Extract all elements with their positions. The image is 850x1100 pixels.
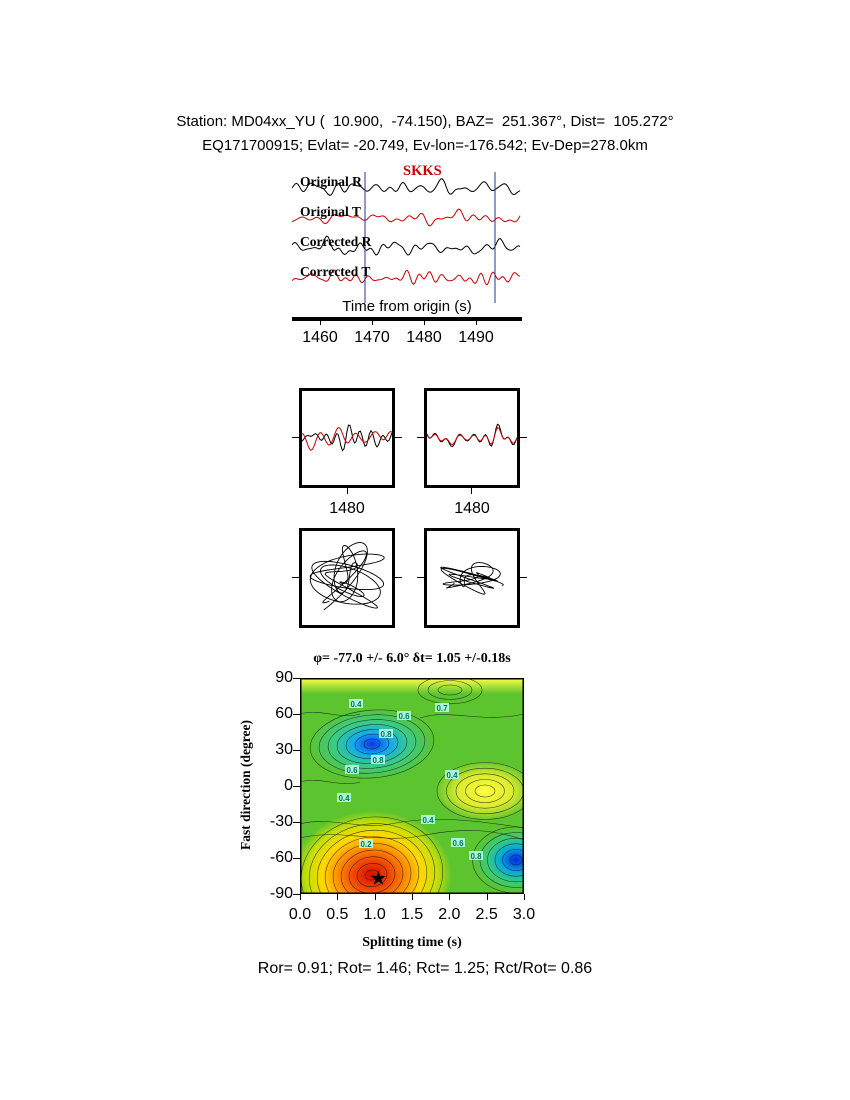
phase-label-skks: SKKS (403, 163, 442, 179)
particle-motion-corrected-curve (440, 562, 504, 595)
svg-text:0.6: 0.6 (398, 712, 410, 721)
y-tick-mark (293, 785, 300, 787)
fast-direction-tick-label: 60 (275, 705, 293, 722)
splitting-result-title: φ= -77.0 +/- 6.0° δt= 1.05 +/-0.18s (313, 651, 511, 666)
pm-left-side-tick (292, 577, 299, 578)
hodogram-path (440, 562, 504, 595)
quality-metrics-text: Ror= 0.91; Rot= 1.46; Rct= 1.25; Rct/Rot… (257, 960, 593, 977)
time-tick-mark (476, 321, 477, 325)
y-tick-mark (293, 893, 300, 895)
y-tick-mark (293, 713, 300, 715)
splitting-time-tick-label: 1.0 (363, 906, 386, 923)
time-tick-label: 1460 (302, 329, 338, 346)
svg-text:0.4: 0.4 (422, 816, 434, 825)
particle-motion-box-original (299, 528, 395, 628)
trace-label-original-t: Original T (300, 204, 361, 219)
misfit-surface-plot: 0.4 0.6 0.8 0.6 0.8 0.4 0.4 0.4 0.2 0.6 0.8 0.7 (300, 678, 524, 894)
svg-text:0.8: 0.8 (470, 852, 482, 861)
particle-motion-original-curve (309, 542, 385, 611)
x-tick-mark (486, 894, 488, 900)
seismogram-trace (292, 269, 521, 286)
zoom-right-side-tick (417, 437, 424, 438)
event-header: EQ171700915; Evlat= -20.749, Ev-lon=-176… (202, 137, 648, 154)
x-tick-mark (337, 894, 339, 900)
x-tick-mark (411, 894, 413, 900)
fast-direction-tick-label: -90 (269, 885, 293, 902)
seismogram-trace (292, 208, 521, 227)
x-tick-mark (300, 894, 301, 900)
time-tick-label: 1480 (406, 329, 442, 346)
trace-label-original-r: Original R (300, 174, 362, 189)
time-tick-mark (372, 321, 373, 325)
zoom-left-side-tick (292, 437, 299, 438)
splitting-time-tick-label: 1.5 (400, 906, 424, 923)
waveform-panel (292, 172, 521, 303)
splitting-time-tick-label: 3.0 (512, 906, 536, 923)
time-tick-label: 1490 (458, 329, 494, 346)
zoom-waveform-box-left (299, 388, 395, 488)
time-axis-bar (292, 317, 522, 321)
pm-right-side-tick (520, 577, 527, 578)
best-fit-star (370, 870, 386, 885)
svg-text:0.4: 0.4 (350, 700, 362, 709)
splitting-time-tick-label: 0.5 (326, 906, 349, 923)
time-tick-mark (424, 321, 425, 325)
svg-text:0.8: 0.8 (372, 756, 384, 765)
fast-direction-tick-label: -60 (269, 849, 293, 866)
x-tick-mark (449, 894, 451, 900)
particle-motion-box-corrected (424, 528, 520, 628)
zoom-left-side-tick (395, 437, 402, 438)
svg-text:0.6: 0.6 (452, 839, 464, 848)
hodogram-path (309, 542, 385, 611)
colormap-blue-region (310, 708, 434, 780)
colormap-red-minimum-region (300, 811, 452, 894)
svg-text:0.8: 0.8 (380, 730, 392, 739)
station-header: Station: MD04xx_YU ( 10.900, -74.150), B… (176, 113, 674, 130)
zoom-left-tick-label: 1480 (329, 500, 365, 517)
seismogram-trace (292, 178, 521, 196)
y-tick-mark (293, 857, 300, 859)
seismogram-trace (302, 424, 392, 452)
splitting-time-tick-label: 0.0 (288, 906, 312, 923)
zoom-waveform-left-traces (302, 424, 392, 452)
time-axis-title: Time from origin (s) (342, 298, 472, 315)
time-tick-label: 1470 (354, 329, 390, 346)
fast-direction-tick-label: 90 (275, 669, 293, 686)
pm-left-side-tick (395, 577, 402, 578)
zoom-left-bottom-tick (347, 488, 348, 494)
y-tick-mark (293, 677, 300, 679)
trace-label-corrected-t: Corrected T (300, 264, 371, 279)
time-tick-mark (320, 321, 321, 325)
contour-level-labels: 0.4 0.6 0.8 0.6 0.8 0.4 0.4 0.4 0.2 0.6 0.8 0.7 (337, 699, 483, 861)
fast-direction-tick-label: 30 (275, 741, 293, 758)
svg-text:0.2: 0.2 (360, 840, 372, 849)
fast-direction-tick-label: -30 (269, 813, 293, 830)
zoom-right-bottom-tick (471, 488, 472, 494)
splitting-time-axis-title: Splitting time (s) (362, 935, 462, 950)
svg-text:0.6: 0.6 (346, 766, 358, 775)
svg-text:0.4: 0.4 (446, 771, 458, 780)
y-tick-mark (293, 821, 300, 823)
splitting-time-tick-label: 2.0 (438, 906, 461, 923)
svg-text:0.7: 0.7 (436, 704, 448, 713)
zoom-right-side-tick (520, 437, 527, 438)
seismogram-trace (427, 426, 517, 446)
pm-right-side-tick (417, 577, 424, 578)
y-tick-mark (293, 749, 300, 751)
seismogram-trace (292, 235, 521, 256)
seismogram-trace (427, 423, 517, 448)
fast-direction-tick-label: 0 (284, 777, 293, 794)
zoom-waveform-box-right (424, 388, 520, 488)
zoom-right-tick-label: 1480 (454, 500, 490, 517)
svg-text:0.4: 0.4 (338, 794, 350, 803)
plot-frame (300, 678, 524, 894)
splitting-time-tick-label: 2.5 (475, 906, 498, 923)
colormap-top-yellow-band (300, 678, 524, 694)
x-tick-mark (374, 894, 376, 900)
zoom-waveform-right-traces (427, 423, 517, 448)
seismogram-trace (302, 427, 392, 451)
trace-label-corrected-r: Corrected R (300, 234, 372, 249)
x-tick-mark (523, 894, 525, 900)
